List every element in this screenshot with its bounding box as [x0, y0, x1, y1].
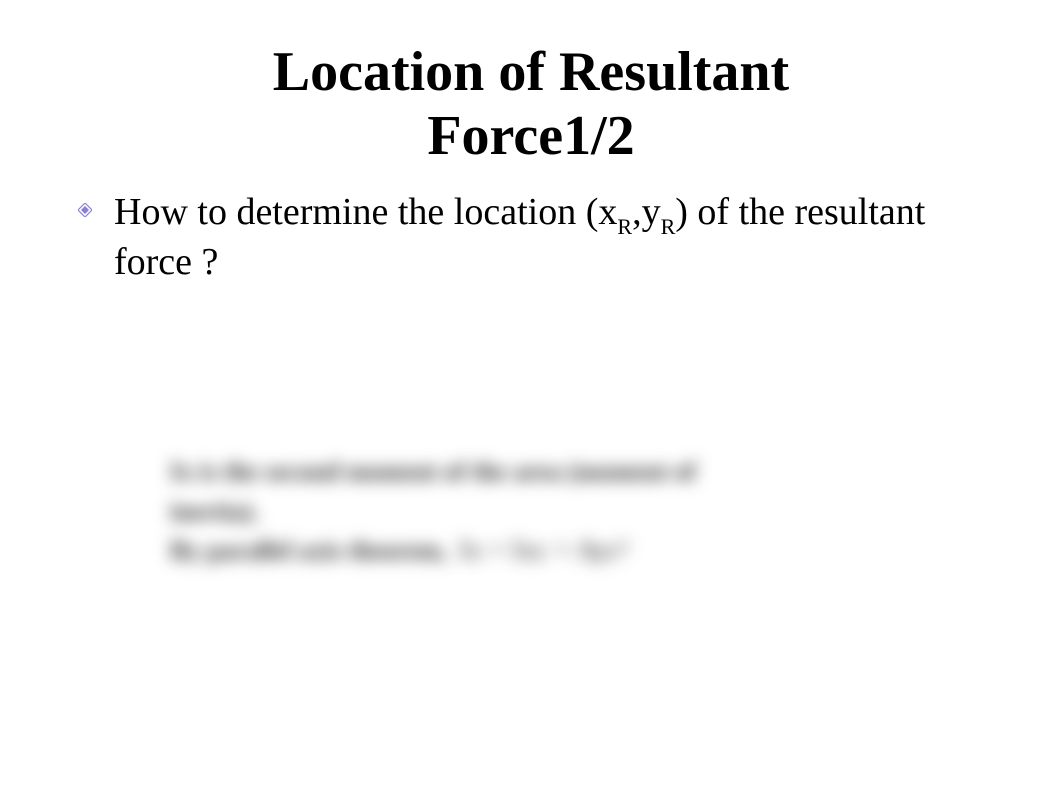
title-line-1: Location of Resultant: [273, 41, 789, 103]
blur-formula: Ix = Ixc + Ayc²: [459, 535, 629, 567]
blur-line-2: inertia).: [170, 497, 930, 527]
bullet-prefix: How to determine the location (x: [114, 191, 617, 233]
bullet-text: How to determine the location (xR,yR) of…: [114, 189, 1002, 287]
diamond-bullet-icon: [78, 203, 92, 222]
blurred-content: Ix is the second moment of the area (mom…: [170, 455, 930, 635]
slide-container: Location of Resultant Force1/2 How to de…: [0, 0, 1062, 797]
slide-title: Location of Resultant Force1/2: [60, 40, 1002, 169]
blur-line-3: By parallel axis theorem, Ix = Ixc + Ayc…: [170, 535, 930, 567]
bullet-mid: ,y: [632, 191, 661, 233]
blur-line-3-prefix: By parallel axis theorem,: [170, 536, 447, 566]
bullet-sub1: R: [617, 214, 632, 239]
bullet-item: How to determine the location (xR,yR) of…: [78, 189, 1002, 287]
blur-line-1: Ix is the second moment of the area (mom…: [170, 455, 930, 489]
bullet-sub2: R: [661, 214, 676, 239]
title-line-2: Force1/2: [427, 105, 634, 167]
